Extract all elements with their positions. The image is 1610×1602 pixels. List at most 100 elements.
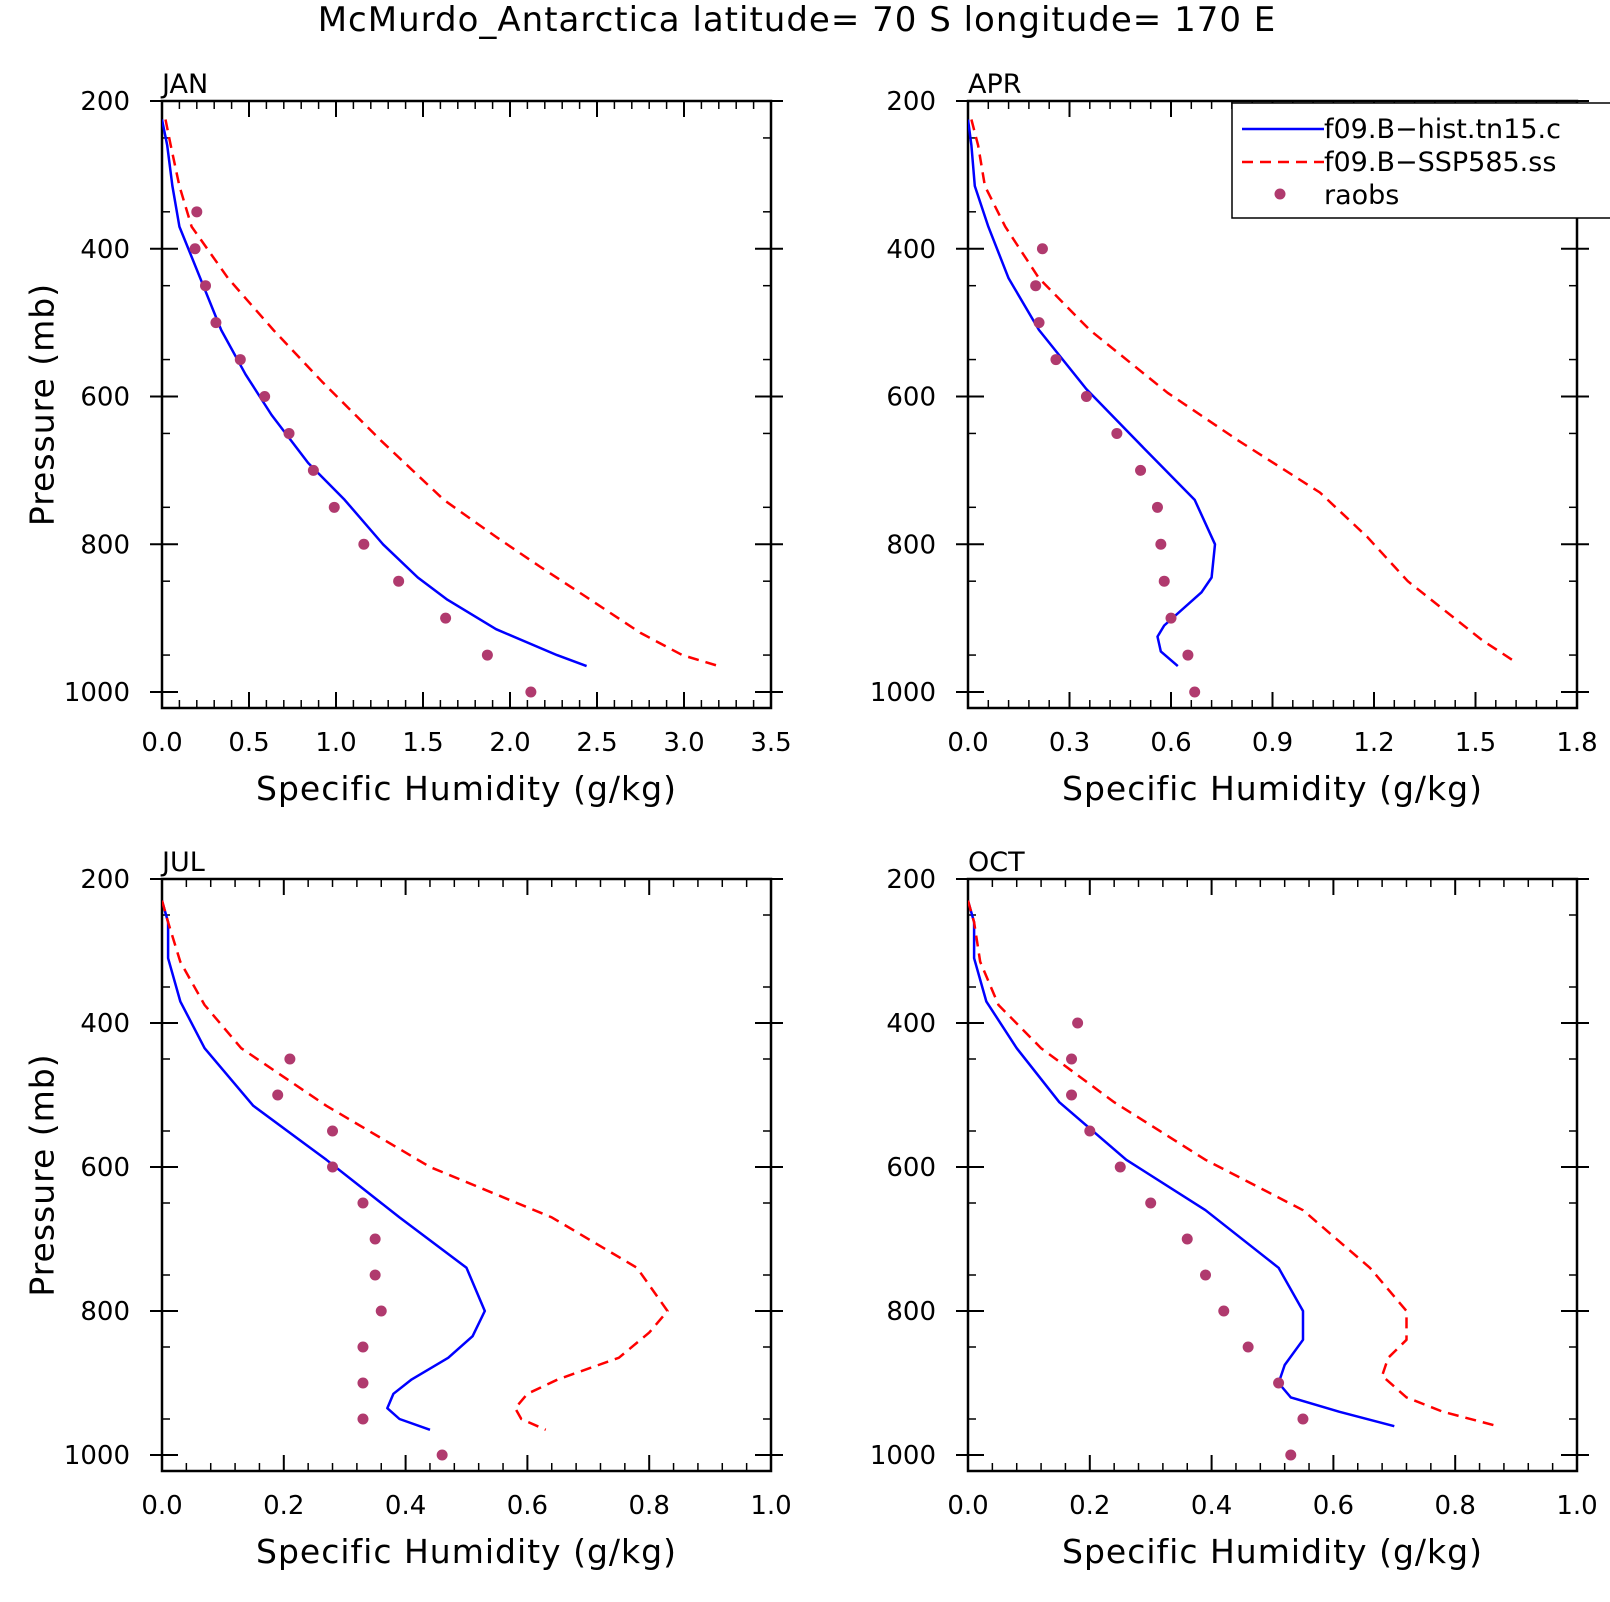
raobs-point (1111, 427, 1123, 439)
x-tick-label: 0.9 (1252, 728, 1293, 758)
x-tick-label: 0.5 (228, 728, 269, 758)
raobs-point (1155, 538, 1167, 550)
raobs-point (1242, 1341, 1254, 1353)
raobs-point (481, 649, 493, 661)
raobs-point (1218, 1305, 1230, 1317)
y-tick-label: 800 (886, 530, 936, 560)
plot-frame (160, 877, 773, 1473)
x-tick-label: 0.6 (507, 1491, 548, 1521)
raobs-point (327, 1161, 339, 1173)
legend-box (1231, 102, 1610, 219)
raobs-point (284, 1053, 296, 1065)
y-tick-label: 200 (886, 87, 936, 117)
raobs-point (1165, 612, 1177, 624)
x-tick-label: 1.0 (750, 1491, 791, 1521)
x-tick-label: 1.5 (402, 728, 443, 758)
raobs-point (200, 280, 211, 292)
raobs-point (1151, 501, 1163, 513)
y-axis-label: Pressure (mb) (23, 283, 62, 526)
raobs-point (1072, 1017, 1084, 1029)
raobs-point (1273, 1377, 1285, 1389)
hist-line (162, 900, 487, 1431)
y-tick-label: 600 (80, 383, 130, 413)
raobs-point (259, 391, 271, 402)
panel-title: JAN (160, 69, 208, 100)
raobs-point (307, 464, 319, 476)
raobs-point (357, 1197, 369, 1209)
y-tick-label: 1000 (64, 1441, 130, 1471)
x-axis-label: Specific Humidity (g/kg) (256, 1532, 677, 1571)
raobs-point (1114, 1161, 1126, 1173)
raobs-point (436, 1449, 448, 1461)
plot-frame (160, 99, 773, 710)
panel-jul: JUL 0.0 0.2 0.4 0.6 0.8 1.0 200 400 600 800 1000 Spe… (23, 847, 792, 1571)
y-tick-label: 800 (886, 1297, 936, 1327)
legend-label: f09.B−SSP585.ss (1324, 147, 1556, 178)
x-tick-label: 0.4 (1191, 1491, 1232, 1521)
x-axis-label: Specific Humidity (g/kg) (1062, 769, 1483, 808)
x-tick-label: 0.2 (1069, 1491, 1110, 1521)
panel-title: APR (968, 69, 1022, 100)
raobs-point (1158, 575, 1170, 587)
raobs-point (1181, 1233, 1193, 1245)
x-axis-label: Specific Humidity (g/kg) (1062, 1532, 1483, 1571)
raobs-point (375, 1305, 387, 1317)
x-tick-label: 0.4 (385, 1491, 426, 1521)
raobs-point (357, 1413, 369, 1425)
ssp585-line (970, 119, 1517, 664)
raobs-point (1030, 280, 1042, 292)
raobs-point (283, 427, 295, 439)
figure-title: McMurdo_Antarctica latitude= 70 S longit… (318, 0, 1277, 40)
y-tick-label: 800 (80, 1297, 130, 1327)
plot-area (968, 900, 1499, 1461)
raobs-point (369, 1269, 381, 1281)
plot-area (162, 900, 669, 1461)
panel-title: OCT (968, 847, 1025, 878)
raobs-point (1285, 1449, 1297, 1461)
y-tick-label: 400 (886, 1009, 936, 1039)
panel-title: JUL (160, 847, 205, 878)
y-tick-label: 400 (886, 235, 936, 265)
y-tick-label: 1000 (870, 678, 936, 708)
x-axis-label: Specific Humidity (g/kg) (256, 769, 677, 808)
x-tick-label: 1.5 (1455, 728, 1496, 758)
y-tick-label: 200 (80, 87, 130, 117)
raobs-point (1033, 317, 1045, 329)
plot-area (968, 119, 1517, 698)
raobs-point (1080, 391, 1092, 402)
hist-line (968, 119, 1217, 668)
x-tick-label: 0.0 (141, 1491, 182, 1521)
raobs-point (1182, 649, 1194, 661)
y-tick-label: 400 (80, 235, 130, 265)
x-tick-label: 0.0 (947, 1491, 988, 1521)
x-tick-label: 0.2 (263, 1491, 304, 1521)
y-axis-label: Pressure (mb) (23, 1053, 62, 1296)
raobs-point (1189, 686, 1201, 698)
raobs-point (369, 1233, 381, 1245)
raobs-point (191, 206, 203, 218)
plot-area (162, 119, 720, 698)
raobs-point (327, 1125, 339, 1137)
x-tick-label: 0.8 (1435, 1491, 1476, 1521)
y-tick-label: 600 (886, 1153, 936, 1183)
raobs-point (357, 1377, 369, 1389)
y-tick-label: 400 (80, 1009, 130, 1039)
raobs-point (189, 243, 201, 255)
x-tick-label: 0.6 (1150, 728, 1191, 758)
panels: JAN 0.0 0.5 1.0 1.5 2.0 2.5 3.0 3.5 200 400 600 800 1… (23, 69, 1598, 1571)
raobs-point (1066, 1053, 1078, 1065)
raobs-point (210, 317, 222, 329)
x-tick-label: 1.0 (1556, 1491, 1597, 1521)
raobs-point (234, 354, 246, 366)
raobs-point (1066, 1089, 1078, 1101)
raobs-point (393, 575, 405, 587)
raobs-point (525, 686, 537, 698)
y-tick-label: 600 (886, 383, 936, 413)
raobs-point (1145, 1197, 1157, 1209)
x-tick-label: 2.5 (576, 728, 617, 758)
y-tick-label: 1000 (870, 1441, 936, 1471)
legend-label: f09.B−hist.tn15.c (1324, 114, 1561, 145)
raobs-point (1084, 1125, 1096, 1137)
ssp585-line (968, 900, 1499, 1428)
